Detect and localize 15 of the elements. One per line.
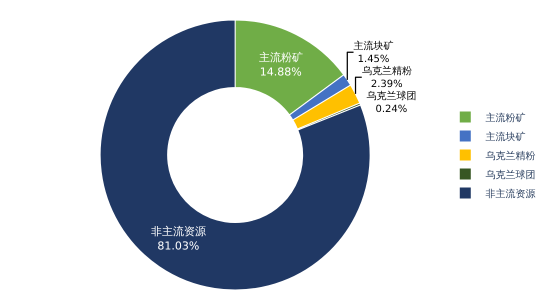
data-label: 2.39% [370, 78, 403, 90]
slice-label: 主流块矿 [354, 40, 394, 52]
data-label: 14.88% [260, 65, 302, 78]
data-label: 1.45% [358, 54, 390, 65]
legend-label: 乌克兰球团 [485, 168, 536, 181]
slice-label: 乌克兰精粉 [362, 64, 412, 77]
slice-label: 非主流资源 [150, 225, 206, 238]
legend-label: 主流块矿 [485, 130, 526, 143]
legend-label: 非主流资源 [485, 188, 536, 200]
data-label: 0.24% [376, 104, 408, 115]
slice-label: 主流粉矿 [258, 50, 303, 64]
slice-label: 乌克兰球团 [366, 90, 416, 102]
legend-label: 乌克兰精粉 [485, 150, 536, 162]
legend-label: 主流粉矿 [485, 112, 526, 124]
data-label: 81.03% [157, 239, 200, 252]
